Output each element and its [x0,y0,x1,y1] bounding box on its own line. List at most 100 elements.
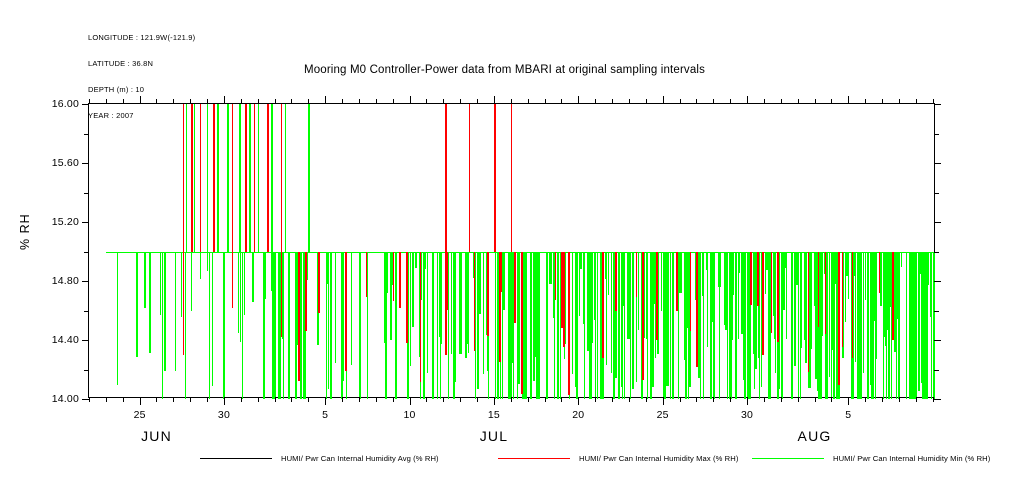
y-axis-minor-tick-left [84,193,89,194]
series-max-top-spike [267,104,269,252]
series-min-spike [360,252,361,400]
x-axis-tick-bottom [612,397,613,402]
series-min-spike [212,252,213,387]
series-max-top-spike [254,104,256,252]
series-min-spike [433,252,434,400]
y-axis-tick-left [82,163,89,164]
series-min-spike [632,252,634,389]
x-axis-tick-bottom [410,397,411,405]
x-axis-tick-bottom [376,397,377,402]
x-axis-day-label: 10 [404,409,416,421]
series-max-minor-spike [501,252,503,293]
x-axis-tick-bottom [275,397,276,402]
x-axis-tick-bottom [629,397,630,402]
series-max-top-spike [281,104,283,252]
series-max-minor-spike [555,252,557,301]
legend: HUMI/ Pwr Can Internal Humidity Avg (% R… [0,450,1009,466]
x-axis-tick-top [426,99,427,104]
series-max-minor-spike [305,252,307,331]
x-axis-tick-top [815,99,816,104]
legend-color-swatch [200,458,272,459]
x-axis-tick-top [258,99,259,104]
x-axis-tick-top [899,99,900,104]
series-min-spike [848,252,849,300]
x-axis-tick-top [173,99,174,104]
series-min-spike [209,252,210,400]
series-max-minor-spike [406,252,408,344]
x-axis-day-label: 30 [218,409,230,421]
series-min-spike [901,252,902,267]
x-axis-tick-bottom [646,397,647,402]
y-axis-label: 14.80 [52,275,79,287]
x-axis-tick-top [612,99,613,104]
x-axis-tick-top [882,99,883,104]
series-max-partial-spike [183,252,185,355]
series-min-spike [455,252,456,383]
series-min-spike [898,252,899,400]
x-axis-tick-bottom [578,397,579,405]
series-max-top-spike [445,104,447,252]
series-min-spike [786,252,787,339]
x-axis-tick-top [595,99,596,104]
y-axis-tick-left [82,222,89,223]
series-min-spike [343,252,344,382]
x-axis-tick-bottom [730,397,731,402]
series-max-top-spike [200,104,202,252]
legend-item: HUMI/ Pwr Can Internal Humidity Max (% R… [498,450,738,466]
x-axis-tick-top [325,96,326,104]
x-axis-tick-top [140,96,141,104]
x-axis-tick-top [410,96,411,104]
series-max-minor-spike [892,252,894,341]
x-axis-tick-bottom [764,397,765,402]
series-min-top-spike [285,104,286,252]
legend-label: HUMI/ Pwr Can Internal Humidity Max (% R… [579,454,738,463]
series-min-spike [479,252,481,315]
x-axis-tick-top [106,99,107,104]
y-axis-title: % RH [18,213,32,250]
x-axis-tick-top [578,96,579,104]
series-min-top-spike [186,104,187,252]
x-axis-tick-bottom [308,397,309,402]
x-axis-tick-top [224,96,225,104]
x-axis-tick-top [764,99,765,104]
series-max-minor-spike [615,252,617,311]
x-axis-tick-top [207,99,208,104]
y-axis-minor-tick-left [84,311,89,312]
x-axis-tick-top [696,99,697,104]
x-axis-tick-bottom [663,397,664,405]
x-axis-tick-top [831,99,832,104]
series-min-spike [144,252,146,308]
series-max-minor-spike [561,252,563,328]
x-axis-tick-bottom [916,397,917,402]
x-axis-tick-bottom [545,397,546,402]
x-axis-tick-bottom [528,397,529,402]
legend-item: HUMI/ Pwr Can Internal Humidity Min (% R… [752,450,990,466]
series-min-spike [330,252,331,400]
x-axis-tick-top [933,99,934,104]
x-axis-tick-bottom [241,397,242,402]
series-min-spike [483,252,484,374]
series-max-minor-spike [636,252,638,297]
series-min-spike [624,252,625,400]
series-min-spike [395,252,396,400]
chart-title: Mooring M0 Controller-Power data from MB… [0,64,1009,76]
series-max-minor-spike [487,252,489,337]
series-max-minor-spike [879,252,881,294]
x-axis-tick-bottom [359,397,360,402]
x-axis-tick-top [865,99,866,104]
x-axis-tick-bottom [899,397,900,402]
x-axis-tick-top [747,96,748,104]
x-axis-tick-bottom [140,397,141,405]
series-max-minor-spike [318,252,320,313]
series-min-spike [240,252,241,343]
x-axis-tick-bottom [865,397,866,402]
series-max-partial-spike [656,252,658,341]
x-axis-day-label: 5 [845,409,851,421]
series-min-spike [611,252,612,373]
x-axis-tick-bottom [713,397,714,402]
x-axis-tick-bottom [173,397,174,402]
series-min-top-spike [271,104,272,252]
series-min-spike [538,252,539,400]
series-max-top-spike [232,104,234,252]
x-axis-tick-top [156,99,157,104]
